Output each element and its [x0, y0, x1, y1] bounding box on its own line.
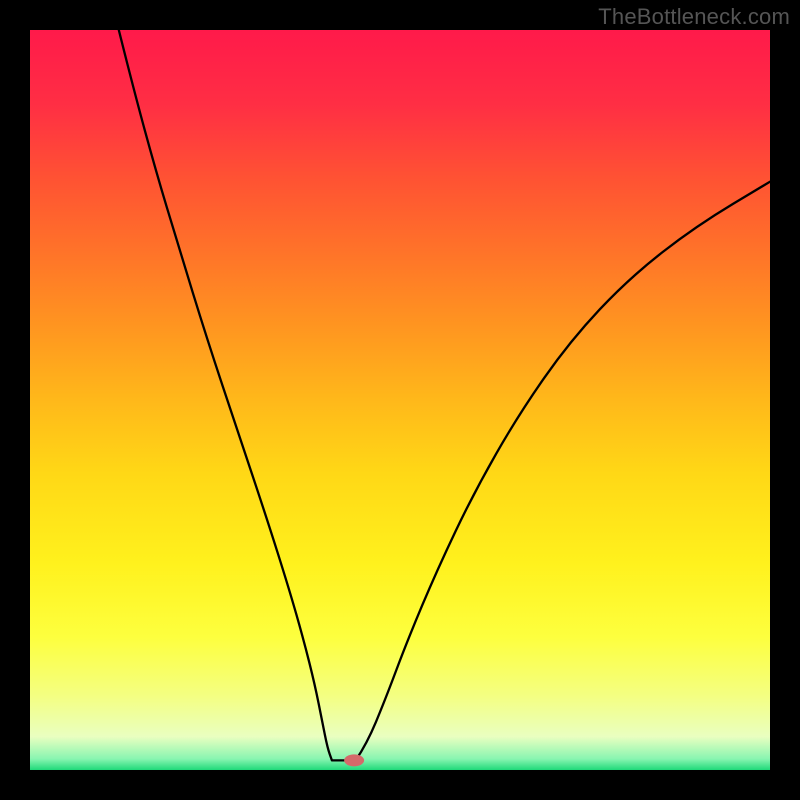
watermark-text: TheBottleneck.com: [598, 4, 790, 30]
optimal-point-marker: [344, 754, 364, 766]
bottleneck-chart: [0, 0, 800, 800]
